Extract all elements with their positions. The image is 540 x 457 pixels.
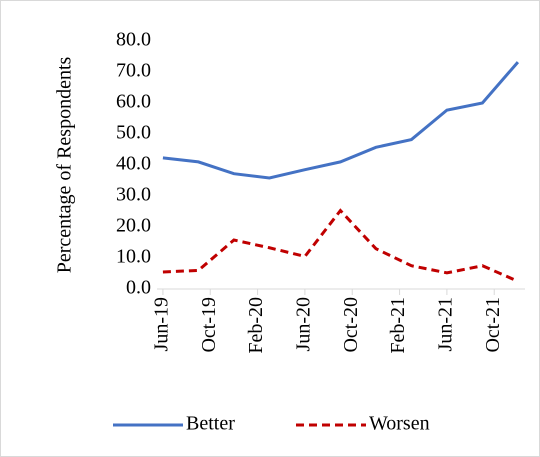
y-tick-label: 80.0 bbox=[116, 29, 151, 51]
x-tick-label: Feb-21 bbox=[387, 297, 409, 354]
line-series bbox=[162, 208, 519, 283]
legend-label: Better bbox=[186, 413, 235, 435]
y-tick-label: 60.0 bbox=[116, 91, 151, 113]
y-tick-label: 30.0 bbox=[116, 184, 151, 206]
y-tick-label: 10.0 bbox=[116, 246, 151, 268]
x-tick-label: Jun-21 bbox=[434, 297, 456, 351]
x-tick-label: Feb-20 bbox=[245, 297, 267, 354]
x-tick-label: Jun-20 bbox=[293, 297, 315, 351]
x-tick-label: Oct-20 bbox=[340, 297, 362, 353]
y-axis-title: Percentage of Respondents bbox=[54, 56, 76, 273]
y-tick-label: 0.0 bbox=[126, 277, 151, 299]
x-tick-label: Jun-19 bbox=[151, 297, 173, 351]
y-tick-label: 70.0 bbox=[116, 60, 151, 82]
x-tick-label: Oct-19 bbox=[198, 297, 220, 353]
y-tick-label: 20.0 bbox=[116, 215, 151, 237]
y-tick-label: 50.0 bbox=[116, 122, 151, 144]
legend-label: Worsen bbox=[369, 413, 430, 435]
line-series bbox=[162, 61, 520, 180]
y-tick-label: 40.0 bbox=[116, 153, 151, 175]
x-tick-label: Oct-21 bbox=[482, 297, 504, 353]
